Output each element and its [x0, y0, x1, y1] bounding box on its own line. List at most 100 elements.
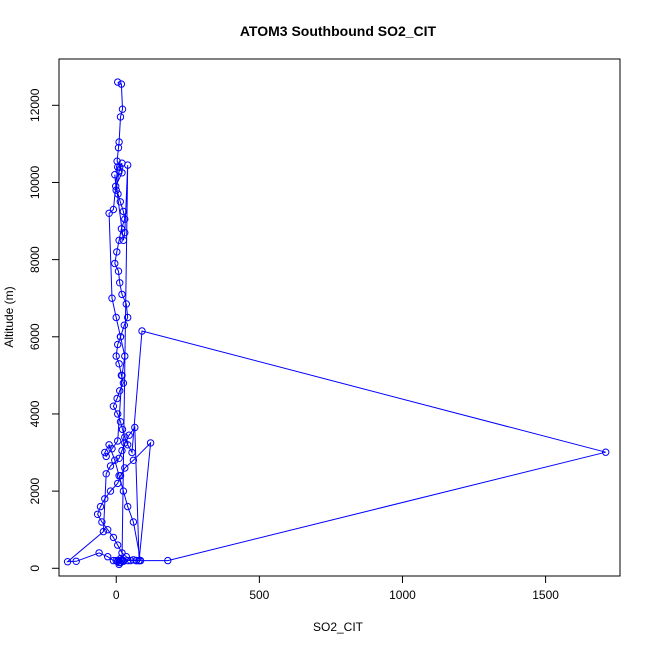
data-point — [115, 360, 123, 368]
data-point — [121, 433, 129, 441]
data-point — [114, 541, 122, 549]
y-tick-label: 8000 — [28, 246, 42, 273]
data-point — [111, 171, 119, 179]
data-point — [118, 425, 127, 434]
chart-title: ATOM3 Southbound SO2_CIT — [240, 23, 437, 39]
data-point — [101, 448, 109, 457]
data-point — [121, 228, 129, 237]
data-point — [114, 267, 123, 275]
data-point — [119, 236, 128, 245]
y-tick-label: 12000 — [28, 88, 42, 122]
data-point — [102, 452, 110, 461]
data-point — [105, 209, 113, 218]
data-point — [106, 462, 115, 470]
data-point — [131, 423, 139, 432]
data-point — [98, 518, 106, 526]
data-point — [72, 557, 80, 565]
y-tick-label: 10000 — [28, 165, 42, 199]
data-point — [119, 207, 128, 216]
data-point — [115, 472, 123, 480]
data-point — [116, 387, 124, 395]
data-point — [96, 502, 105, 511]
data-point — [129, 518, 138, 526]
data-point — [116, 333, 125, 341]
data-point — [114, 479, 122, 488]
x-axis-label: SO2_CIT — [313, 620, 364, 634]
data-point — [138, 327, 146, 335]
data-point — [124, 502, 132, 511]
data-point — [129, 456, 138, 464]
data-point — [104, 526, 112, 534]
data-point — [124, 556, 132, 565]
y-tick-label: 4000 — [28, 400, 42, 427]
data-point — [118, 446, 126, 455]
data-point — [114, 78, 122, 86]
y-tick-label: 2000 — [28, 477, 42, 504]
data-point — [114, 163, 122, 171]
data-points — [63, 78, 610, 569]
data-point — [112, 186, 120, 194]
data-point — [128, 448, 136, 457]
data-point — [136, 556, 145, 565]
data-point — [108, 294, 116, 302]
data-point — [112, 352, 120, 360]
data-point — [119, 556, 128, 565]
data-point — [146, 439, 155, 447]
data-point — [116, 198, 125, 206]
data-point — [121, 352, 129, 360]
data-point — [115, 167, 123, 175]
data-point — [106, 487, 115, 495]
data-point — [118, 290, 126, 299]
data-point — [116, 418, 125, 426]
y-tick-label: 6000 — [28, 323, 42, 350]
data-point — [126, 556, 135, 565]
y-tick-label: 0 — [28, 565, 42, 572]
data-point — [114, 437, 122, 445]
data-point — [116, 279, 124, 287]
data-point — [132, 556, 141, 565]
data-point — [109, 205, 118, 214]
data-point — [95, 549, 103, 557]
data-point — [114, 340, 122, 349]
data-point — [63, 558, 72, 566]
data-point — [119, 379, 128, 387]
data-point — [115, 454, 123, 462]
x-tick-label: 500 — [249, 588, 269, 602]
series-line — [66, 81, 606, 565]
data-point — [112, 182, 120, 191]
data-point — [113, 248, 121, 256]
data-point — [99, 527, 108, 536]
y-axis-label: Altitude (m) — [2, 286, 16, 347]
data-point — [115, 236, 123, 245]
data-point — [114, 190, 122, 198]
data-point — [102, 470, 110, 478]
data-point — [116, 113, 125, 121]
data-point — [124, 313, 132, 322]
data-point — [118, 105, 127, 113]
data-point — [113, 394, 121, 403]
data-point — [117, 80, 126, 88]
data-point — [114, 144, 123, 152]
data-point — [108, 445, 116, 453]
data-point — [124, 161, 132, 169]
data-point — [120, 321, 129, 329]
x-tick-label: 0 — [113, 588, 120, 602]
data-point — [111, 259, 119, 268]
data-point — [101, 495, 109, 503]
data-point — [164, 556, 172, 565]
x-tick-label: 1500 — [532, 588, 559, 602]
x-tick-label: 1000 — [389, 588, 416, 602]
data-point — [115, 138, 123, 146]
data-point — [125, 431, 133, 439]
data-point — [121, 464, 129, 472]
data-point — [93, 510, 102, 518]
data-point — [118, 371, 126, 380]
data-point — [602, 448, 610, 456]
plot-frame — [58, 58, 621, 577]
data-point — [112, 313, 120, 322]
data-point — [111, 456, 119, 464]
data-point — [109, 402, 118, 410]
y-axis: 0 2000 4000 6000 8000 10000 12000 — [28, 88, 60, 572]
data-point — [109, 533, 118, 542]
